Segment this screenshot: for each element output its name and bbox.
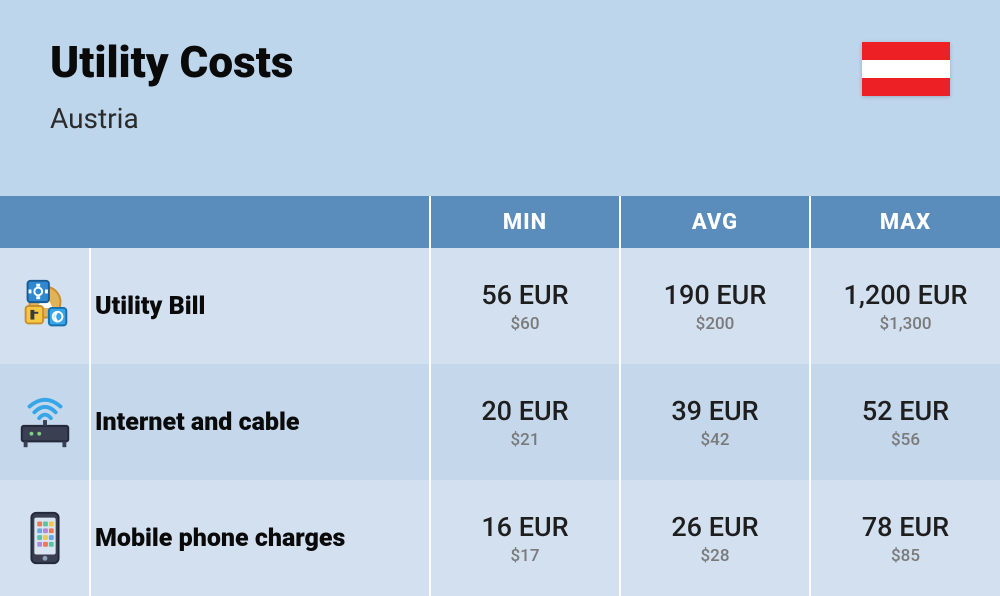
eur-value: 190 EUR — [621, 279, 809, 311]
page-title: Utility Costs — [50, 36, 293, 88]
mobile-phone-icon — [0, 480, 90, 596]
titles: Utility Costs Austria — [50, 36, 293, 135]
eur-value: 26 EUR — [621, 511, 809, 543]
cell-avg: 190 EUR $200 — [620, 248, 810, 364]
row-label: Mobile phone charges — [90, 480, 430, 596]
page: Utility Costs Austria MIN AVG MAX — [0, 0, 1000, 594]
header-blank — [0, 196, 430, 248]
usd-value: $21 — [431, 430, 619, 450]
country-subtitle: Austria — [50, 102, 293, 135]
header-max: MAX — [810, 196, 1000, 248]
eur-value: 20 EUR — [431, 395, 619, 427]
eur-value: 1,200 EUR — [811, 279, 1000, 311]
usd-value: $200 — [621, 314, 809, 334]
cell-min: 20 EUR $21 — [430, 364, 620, 480]
eur-value: 78 EUR — [811, 511, 1000, 543]
eur-value: 56 EUR — [431, 279, 619, 311]
usd-value: $28 — [621, 546, 809, 566]
usd-value: $85 — [811, 546, 1000, 566]
internet-cable-icon — [0, 364, 90, 480]
table-row: Utility Bill 56 EUR $60 190 EUR $200 1,2… — [0, 248, 1000, 364]
cell-avg: 39 EUR $42 — [620, 364, 810, 480]
costs-table: MIN AVG MAX — [0, 196, 1000, 596]
table-row: Internet and cable 20 EUR $21 39 EUR $42… — [0, 364, 1000, 480]
cell-max: 1,200 EUR $1,300 — [810, 248, 1000, 364]
eur-value: 16 EUR — [431, 511, 619, 543]
eur-value: 39 EUR — [621, 395, 809, 427]
usd-value: $17 — [431, 546, 619, 566]
austria-flag-icon — [862, 42, 950, 96]
cell-min: 56 EUR $60 — [430, 248, 620, 364]
usd-value: $42 — [621, 430, 809, 450]
cell-max: 78 EUR $85 — [810, 480, 1000, 596]
header-min: MIN — [430, 196, 620, 248]
header-avg: AVG — [620, 196, 810, 248]
usd-value: $56 — [811, 430, 1000, 450]
cell-min: 16 EUR $17 — [430, 480, 620, 596]
usd-value: $1,300 — [811, 314, 1000, 334]
cell-avg: 26 EUR $28 — [620, 480, 810, 596]
header: Utility Costs Austria — [0, 0, 1000, 196]
table-row: Mobile phone charges 16 EUR $17 26 EUR $… — [0, 480, 1000, 596]
row-label: Utility Bill — [90, 248, 430, 364]
cell-max: 52 EUR $56 — [810, 364, 1000, 480]
table-header: MIN AVG MAX — [0, 196, 1000, 248]
utility-bill-icon — [0, 248, 90, 364]
row-label: Internet and cable — [90, 364, 430, 480]
usd-value: $60 — [431, 314, 619, 334]
eur-value: 52 EUR — [811, 395, 1000, 427]
